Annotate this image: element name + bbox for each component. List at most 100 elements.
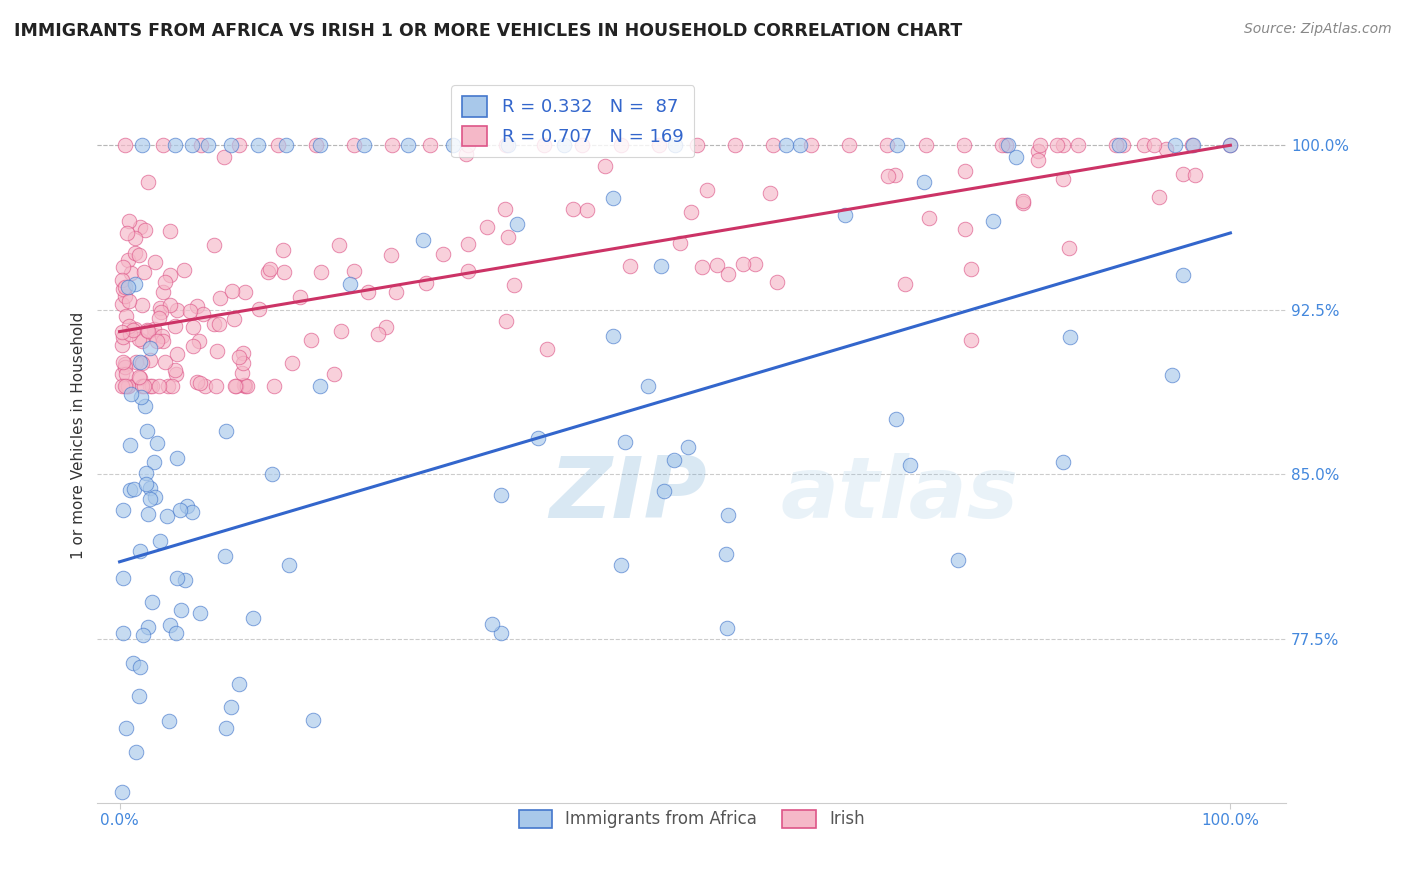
- Text: atlas: atlas: [780, 453, 1019, 536]
- Point: [173, 573, 195, 587]
- Point: [533, 138, 555, 153]
- Point: [1149, 190, 1171, 204]
- Point: [165, 625, 187, 640]
- Point: [115, 379, 138, 393]
- Point: [152, 138, 174, 153]
- Point: [122, 656, 145, 670]
- Point: [112, 503, 135, 517]
- Point: [111, 785, 134, 799]
- Point: [146, 435, 169, 450]
- Point: [194, 378, 217, 392]
- Point: [131, 138, 153, 153]
- Point: [141, 595, 163, 609]
- Point: [716, 621, 738, 635]
- Point: [717, 508, 740, 522]
- Point: [576, 203, 599, 218]
- Point: [1067, 138, 1090, 153]
- Point: [1012, 194, 1035, 208]
- Point: [1108, 138, 1130, 153]
- Point: [128, 247, 150, 261]
- Point: [150, 328, 173, 343]
- Point: [114, 138, 136, 153]
- Point: [208, 291, 231, 305]
- Point: [273, 265, 295, 279]
- Point: [114, 357, 136, 371]
- Point: [262, 467, 284, 482]
- Point: [385, 285, 408, 300]
- Point: [170, 603, 193, 617]
- Point: [117, 318, 139, 333]
- Point: [1184, 168, 1206, 182]
- Point: [191, 307, 214, 321]
- Point: [257, 265, 280, 279]
- Point: [152, 285, 174, 299]
- Point: [186, 299, 208, 313]
- Point: [134, 378, 156, 392]
- Point: [139, 481, 162, 495]
- Point: [125, 745, 148, 759]
- Point: [166, 451, 188, 466]
- Point: [131, 356, 153, 370]
- Point: [278, 558, 301, 572]
- Point: [343, 138, 366, 153]
- Point: [181, 339, 204, 353]
- Point: [489, 488, 512, 502]
- Point: [156, 379, 179, 393]
- Point: [960, 262, 983, 277]
- Point: [876, 138, 898, 153]
- Point: [953, 222, 976, 236]
- Point: [1181, 138, 1204, 153]
- Point: [308, 138, 330, 153]
- Point: [415, 277, 437, 291]
- Point: [266, 138, 288, 153]
- Point: [129, 220, 152, 235]
- Point: [1154, 141, 1177, 155]
- Point: [789, 138, 811, 153]
- Point: [219, 700, 242, 714]
- Point: [159, 268, 181, 282]
- Point: [1052, 172, 1074, 186]
- Point: [228, 138, 250, 153]
- Point: [1143, 138, 1166, 153]
- Point: [259, 262, 281, 277]
- Point: [495, 314, 517, 328]
- Point: [898, 458, 921, 472]
- Point: [1052, 138, 1074, 153]
- Point: [122, 482, 145, 496]
- Point: [202, 317, 225, 331]
- Point: [111, 368, 134, 382]
- Point: [800, 138, 823, 153]
- Point: [222, 312, 245, 326]
- Point: [1059, 330, 1081, 344]
- Point: [328, 237, 350, 252]
- Point: [208, 318, 231, 332]
- Point: [506, 217, 529, 231]
- Point: [301, 333, 323, 347]
- Point: [111, 297, 134, 311]
- Point: [441, 138, 464, 153]
- Legend: Immigrants from Africa, Irish: Immigrants from Africa, Irish: [512, 803, 872, 835]
- Point: [181, 319, 204, 334]
- Point: [139, 341, 162, 355]
- Point: [886, 138, 908, 153]
- Point: [118, 294, 141, 309]
- Point: [111, 338, 134, 352]
- Point: [775, 138, 797, 153]
- Point: [111, 329, 134, 343]
- Point: [135, 477, 157, 491]
- Point: [139, 353, 162, 368]
- Point: [1028, 153, 1050, 168]
- Point: [457, 264, 479, 278]
- Point: [329, 324, 352, 338]
- Point: [498, 138, 520, 153]
- Point: [503, 277, 526, 292]
- Point: [149, 533, 172, 548]
- Point: [419, 138, 441, 153]
- Point: [148, 301, 170, 315]
- Point: [1161, 368, 1184, 382]
- Point: [686, 138, 709, 153]
- Point: [111, 626, 134, 640]
- Point: [114, 280, 136, 294]
- Point: [1182, 138, 1205, 153]
- Point: [619, 259, 641, 273]
